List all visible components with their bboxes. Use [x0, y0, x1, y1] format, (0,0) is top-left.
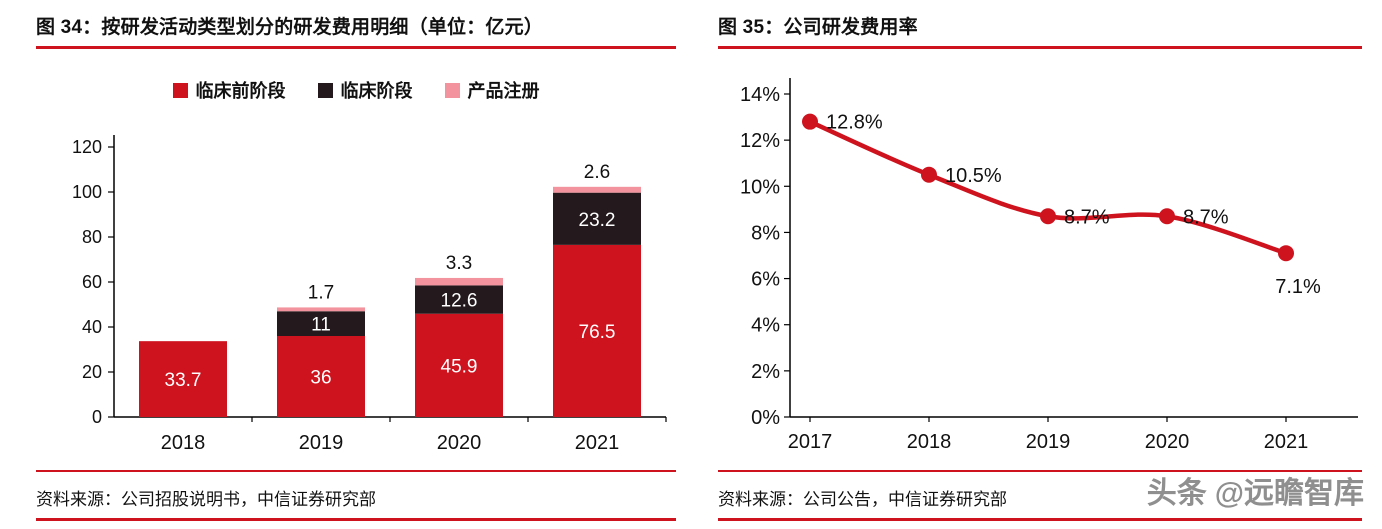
bar-segment: [553, 186, 641, 193]
legend-item: 临床阶段: [317, 77, 413, 103]
y-tick-label: 10%: [740, 176, 780, 198]
fig34-legend: 临床前阶段 临床阶段 产品注册: [36, 77, 676, 103]
y-tick-label: 40: [82, 317, 102, 337]
fig34-source-text: 资料来源：公司招股说明书，中信证券研究部: [36, 490, 376, 509]
y-tick-label: 12%: [740, 130, 780, 152]
bar-segment: [415, 313, 503, 417]
y-tick-label: 14%: [740, 84, 780, 106]
legend-label: 临床阶段: [340, 81, 413, 101]
bar-segment: [277, 336, 365, 417]
data-point-marker: [802, 113, 818, 130]
fig34-plot: 0 20 40 60 80 100 120 2018 33.7 2019 36 11 1.7 2020 45…: [72, 135, 667, 454]
bar-segment: [553, 192, 641, 245]
y-tick-label: 60: [82, 272, 102, 292]
bar-segment-label: 33.7: [165, 370, 202, 391]
fig34-panel: 图 34：按研发活动类型划分的研发费用明细（单位：亿元） 临床前阶段 临床阶段 产品…: [36, 12, 676, 524]
fig35-title-underline: [718, 46, 1362, 49]
fig35-title: 图 35：公司研发费用率: [718, 17, 918, 38]
bar-segment-label: 11: [311, 315, 331, 336]
bar-top-label: 1.7: [308, 282, 334, 303]
bar-segment: [415, 285, 503, 314]
x-tick-label: 2020: [437, 432, 482, 454]
legend-swatch-icon: [317, 82, 333, 98]
data-point-marker: [1040, 208, 1056, 225]
fig34-source-row: 资料来源：公司招股说明书，中信证券研究部: [36, 470, 676, 510]
x-tick-label: 2019: [299, 432, 344, 454]
x-tick-label: 2020: [1145, 431, 1190, 453]
y-tick-label: 20: [82, 362, 102, 382]
watermark: 头条 @远瞻智库: [1147, 468, 1364, 512]
bar-segment: [277, 307, 365, 312]
bar-top-label: 3.3: [446, 253, 472, 274]
point-label: 8.7%: [1183, 206, 1229, 228]
fig34-bar-chart: 0 20 40 60 80 100 120 2018 33.7 2019 36 11 1.7 2020 45…: [36, 109, 676, 466]
bar-segment-label: 12.6: [441, 291, 478, 312]
y-tick-label: 6%: [751, 269, 780, 291]
y-tick-label: 80: [82, 227, 102, 247]
bar-segment-label: 45.9: [441, 356, 478, 377]
fig35-bottom-rule: [718, 518, 1362, 521]
legend-label: 产品注册: [467, 81, 540, 101]
x-tick-label: 2018: [907, 431, 952, 453]
x-tick-label: 2018: [161, 432, 206, 454]
fig34-bottom-rule: [36, 518, 676, 521]
trend-line: [807, 119, 1289, 256]
fig34-title-underline: [36, 46, 676, 49]
bar-top-label: 2.6: [584, 162, 610, 183]
bar-segment-label: 76.5: [579, 322, 616, 343]
bar-segment-label: 36: [310, 368, 331, 389]
y-tick-label: 100: [72, 182, 102, 202]
legend-swatch-icon: [172, 82, 188, 98]
fig34-title: 图 34：按研发活动类型划分的研发费用明细（单位：亿元）: [36, 17, 544, 38]
data-point-marker: [1278, 245, 1294, 262]
data-point-marker: [1159, 208, 1175, 225]
bar-segment: [139, 341, 227, 417]
bar-segment: [277, 311, 365, 336]
watermark-handle: @远瞻智库: [1214, 477, 1364, 510]
legend-label: 临床前阶段: [195, 81, 286, 101]
fig35-line-chart: 0% 2% 4% 6% 8% 10% 12% 14% 2017 2018 2019 2020 2021 1…: [718, 51, 1362, 458]
y-tick-label: 8%: [751, 222, 780, 244]
x-tick-label: 2019: [1026, 431, 1071, 453]
bar-segment: [553, 244, 641, 417]
y-tick-label: 0: [92, 407, 102, 427]
data-point-marker: [921, 166, 937, 183]
x-tick-label: 2021: [1264, 431, 1309, 453]
point-label: 7.1%: [1275, 276, 1321, 298]
point-label: 12.8%: [826, 112, 883, 134]
y-tick-label: 120: [72, 137, 102, 157]
fig35-source-text: 资料来源：公司公告，中信证券研究部: [718, 490, 1007, 509]
point-label: 8.7%: [1064, 206, 1110, 228]
legend-swatch-icon: [444, 82, 460, 98]
fig35-source-row: 资料来源：公司公告，中信证券研究部: [718, 470, 1362, 510]
legend-item: 临床前阶段: [172, 77, 286, 103]
y-tick-label: 4%: [751, 315, 780, 337]
x-tick-label: 2021: [575, 432, 620, 454]
fig35-plot: 0% 2% 4% 6% 8% 10% 12% 14% 2017 2018 2019 2020 2021 1…: [740, 78, 1358, 453]
fig35-panel: 图 35：公司研发费用率 0% 2% 4% 6% 8% 10% 12% 14% 2017 2018…: [718, 12, 1362, 524]
bar-segment-label: 23.2: [579, 210, 616, 231]
legend-item: 产品注册: [444, 77, 540, 103]
point-label: 10.5%: [945, 165, 1002, 187]
y-tick-label: 2%: [751, 361, 780, 383]
y-tick-label: 0%: [751, 407, 780, 429]
bar-segment: [415, 277, 503, 286]
x-tick-label: 2017: [788, 431, 833, 453]
watermark-brand: 头条: [1146, 477, 1207, 510]
